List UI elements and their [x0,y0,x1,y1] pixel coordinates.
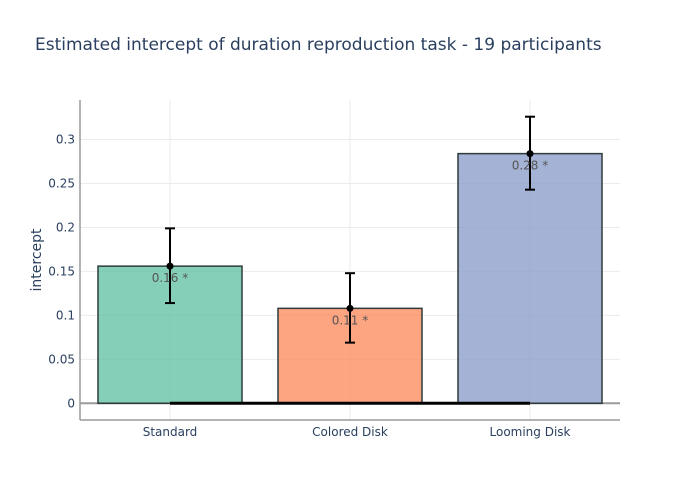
x-tick-label: Standard [143,425,198,439]
mean-point [346,304,354,312]
y-tick-label: 0.25 [48,177,75,191]
chart-title: Estimated intercept of duration reproduc… [35,35,602,55]
bar-label-layer: 0.16 * 0.11 * 0.28 * [152,159,549,328]
mean-point [526,150,534,158]
y-tick-label: 0 [67,396,75,410]
y-tick-label: 0.2 [56,220,75,234]
y-tick-label: 0.1 [56,308,75,322]
y-tick-label: 0.15 [48,264,75,278]
bar-value-label: 0.11 * [332,313,369,327]
bar-value-label: 0.16 * [152,271,189,285]
bar-looming-disk [457,152,603,405]
axis-layer: 0 0.05 0.1 0.15 0.2 0.25 0.3 Standard Colored Di… [48,100,620,439]
x-tick-label: Colored Disk [312,425,388,439]
y-axis-title: intercept [29,228,45,292]
y-tick-label: 0.3 [56,133,75,147]
x-tick-label: Looming Disk [490,425,571,439]
mean-point [166,262,174,270]
error-bar-layer [165,115,535,344]
y-tick-label: 0.05 [48,352,75,366]
bar-value-label: 0.28 * [512,159,549,173]
